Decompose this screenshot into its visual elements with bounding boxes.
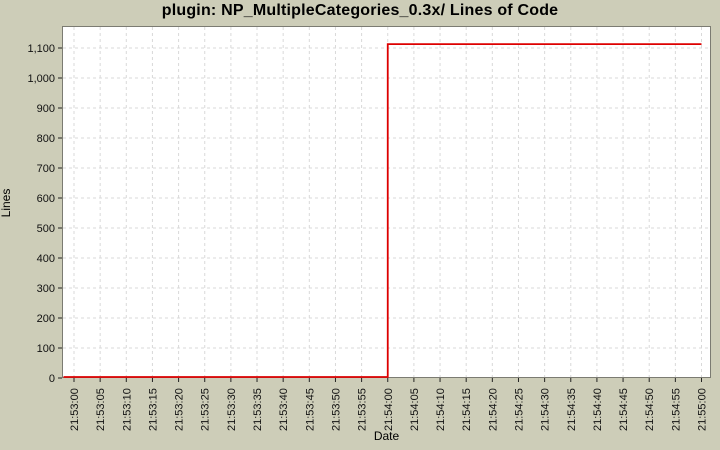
x-tick-label: 21:54:35	[566, 388, 578, 431]
x-tick-label: 21:53:50	[330, 388, 342, 431]
x-tick-label: 21:55:00	[697, 388, 709, 431]
x-tick-label: 21:54:25	[513, 388, 525, 431]
y-tick-label: 100	[37, 343, 55, 355]
x-tick-label: 21:53:00	[69, 388, 81, 431]
x-tick-label: 21:53:55	[357, 388, 369, 431]
x-tick-label: 21:54:55	[670, 388, 682, 431]
y-tick-label: 700	[37, 163, 55, 175]
x-tick-label: 21:53:25	[200, 388, 212, 431]
y-tick-label: 200	[37, 313, 55, 325]
x-tick-label: 21:53:30	[226, 388, 238, 431]
plot-background	[62, 26, 711, 378]
x-tick-label: 21:53:20	[174, 388, 186, 431]
y-tick-label: 0	[49, 373, 55, 385]
x-tick-label: 21:53:10	[121, 388, 133, 431]
y-tick-label: 1,100	[27, 43, 55, 55]
x-tick-label: 21:54:15	[461, 388, 473, 431]
y-tick-label: 900	[37, 103, 55, 115]
x-tick-label: 21:53:15	[147, 388, 159, 431]
x-tick-label: 21:54:45	[618, 388, 630, 431]
y-tick-label: 500	[37, 223, 55, 235]
x-tick-label: 21:53:40	[278, 388, 290, 431]
y-tick-label: 800	[37, 133, 55, 145]
x-tick-label: 21:54:05	[409, 388, 421, 431]
y-tick-label: 1,000	[27, 73, 55, 85]
y-axis-title: Lines	[0, 188, 13, 218]
x-tick-label: 21:53:35	[252, 388, 264, 431]
x-tick-label: 21:54:50	[644, 388, 656, 431]
x-tick-label: 21:54:20	[487, 388, 499, 431]
series-line	[63, 43, 702, 378]
x-tick-label: 21:54:40	[592, 388, 604, 431]
x-tick-label: 21:53:45	[304, 388, 316, 431]
y-tick-label: 600	[37, 193, 55, 205]
x-axis-title: Date	[373, 429, 400, 443]
chart-title: plugin: NP_MultipleCategories_0.3x/ Line…	[161, 2, 559, 19]
x-tick-label: 21:54:30	[540, 388, 552, 431]
y-tick-label: 300	[37, 283, 55, 295]
x-tick-label: 21:53:05	[95, 388, 107, 431]
x-tick-label: 21:54:10	[435, 388, 447, 431]
x-tick-label: 21:54:00	[383, 388, 395, 431]
y-tick-label: 400	[37, 253, 55, 265]
